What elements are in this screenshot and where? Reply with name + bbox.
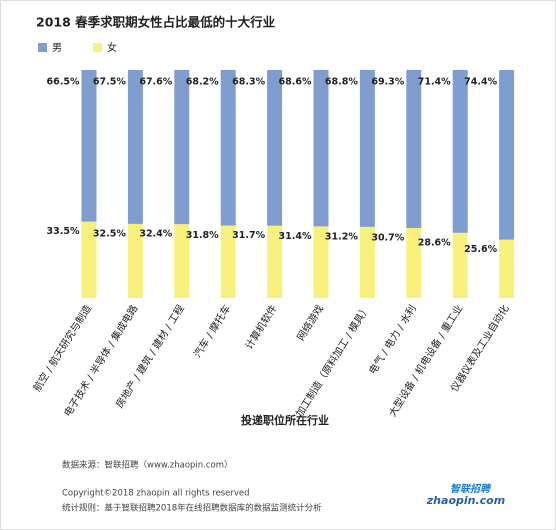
legend-label: 男 — [52, 42, 62, 54]
bar-segment — [313, 70, 329, 227]
value-label: 68.8% — [325, 77, 358, 88]
value-label: 68.6% — [279, 77, 312, 88]
bar-segment — [499, 239, 515, 298]
bar-segment — [220, 225, 236, 298]
value-label: 66.5% — [47, 77, 80, 88]
value-label: 74.4% — [464, 77, 497, 88]
bar-segment — [499, 70, 515, 240]
bar-segment — [174, 224, 190, 298]
x-axis-title: 投递职位所在行业 — [241, 413, 329, 427]
bar-segment — [174, 70, 190, 225]
chart-title: 2018 春季求职期女性占比最低的十大行业 — [36, 15, 276, 30]
value-label: 28.6% — [418, 237, 451, 248]
bar-segment — [127, 70, 143, 224]
legend-label: 女 — [107, 41, 117, 54]
value-label: 69.3% — [371, 77, 404, 88]
bar-segment — [220, 70, 236, 226]
value-label: 31.4% — [279, 231, 312, 242]
bar-segment — [452, 232, 468, 298]
bar-segment — [81, 221, 97, 298]
value-label: 67.5% — [93, 77, 126, 88]
bar-segment — [81, 70, 97, 222]
value-label: 33.5% — [47, 226, 80, 237]
legend-swatch — [93, 43, 102, 52]
value-label: 25.6% — [464, 244, 497, 255]
bar-segment — [406, 70, 422, 229]
logo-en: zhaopin.com — [426, 494, 505, 507]
bar-segment — [313, 226, 329, 298]
legend-swatch — [38, 43, 47, 52]
bar-segment — [406, 228, 422, 298]
bar-segment — [267, 225, 283, 298]
value-label: 71.4% — [418, 77, 451, 88]
bar-segment — [452, 70, 468, 233]
logo-cn: 智联招聘 — [450, 483, 492, 495]
bar-segment — [359, 226, 375, 298]
value-label: 30.7% — [371, 233, 404, 244]
source: 数据来源：智联招聘（www.zhaopin.com） — [62, 460, 233, 471]
value-label: 68.2% — [186, 77, 219, 88]
value-label: 32.5% — [93, 228, 126, 239]
bar-segment — [127, 223, 143, 298]
value-label: 67.6% — [139, 77, 172, 88]
value-label: 31.7% — [232, 230, 265, 241]
bar-segment — [267, 70, 283, 226]
copyright: Copyright©2018 zhaopin all rights reserv… — [62, 489, 250, 499]
rule: 统计规则：基于智联招聘2018年在线招聘数据库的数据监测统计分析 — [62, 503, 322, 514]
value-label: 31.2% — [325, 231, 358, 242]
value-label: 32.4% — [139, 229, 172, 240]
bar-segment — [359, 70, 375, 227]
value-label: 68.3% — [232, 77, 265, 88]
value-label: 31.8% — [186, 230, 219, 241]
